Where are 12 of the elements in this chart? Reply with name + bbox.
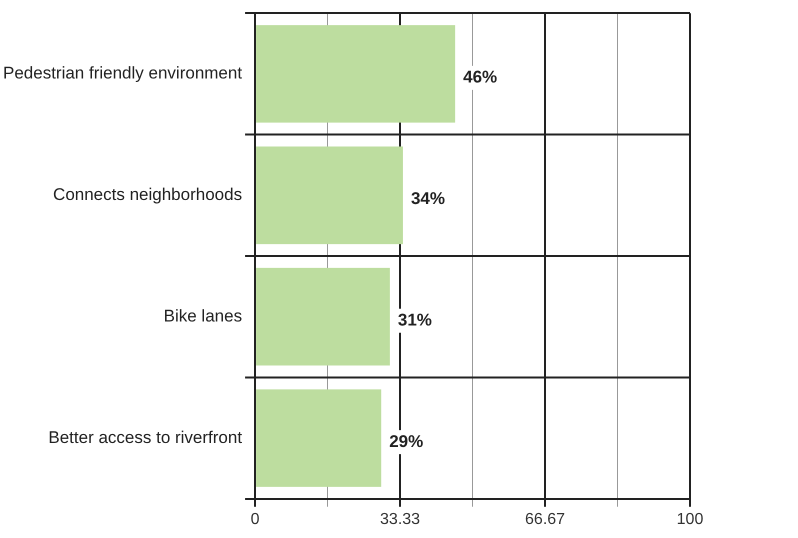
data-label: 29%	[389, 432, 424, 451]
x-tick-label: 66.67	[525, 510, 566, 528]
x-tick-label: 33.33	[380, 510, 420, 528]
data-label: 46%	[463, 68, 498, 87]
x-tick-label: 100	[676, 510, 704, 528]
y-tick-label: Connects neighborhoods	[53, 184, 242, 204]
y-tick-label: Bike lanes	[164, 306, 242, 326]
data-label: 31%	[398, 310, 432, 330]
y-tick-label: Better access to riverfront	[48, 428, 242, 447]
y-tick-label: Pedestrian friendly environment	[2, 64, 242, 83]
data-label: 34%	[410, 188, 445, 208]
x-tick-label: 0	[250, 510, 260, 528]
